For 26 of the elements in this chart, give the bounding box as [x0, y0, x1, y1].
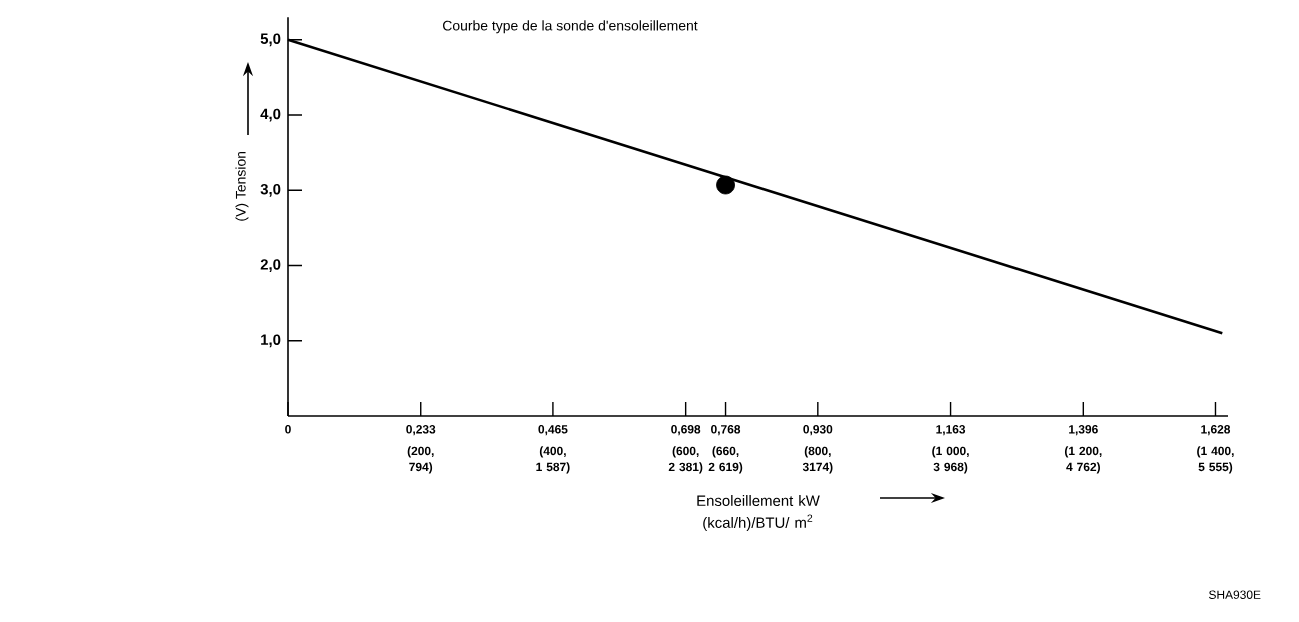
x-tick-label: 0 — [285, 425, 291, 434]
y-tick-label: 5,0 — [260, 33, 281, 47]
text: (600, 2 381) — [668, 446, 703, 474]
text: (1 400, 5 555) — [1197, 446, 1234, 474]
x-tick-label: 0,930 — [803, 425, 833, 436]
text: (1 000, 3 968) — [932, 446, 969, 474]
x-tick-label: 1,163 — [936, 425, 966, 436]
x-tick-label: 0,768 — [711, 425, 741, 436]
text: (400, 1 587) — [536, 446, 570, 474]
y-tick-label: 4,0 — [260, 108, 281, 122]
text: (200, 794) — [407, 446, 434, 474]
text: (660, 2 619) — [708, 446, 743, 474]
text: (1 200, 4 762) — [1064, 446, 1102, 474]
x-tick-label: 0,465 — [538, 425, 568, 436]
x-axis-title: Ensoleillement kW (kcal/h)/BTU/ m$^{2}$ — [697, 495, 820, 531]
x-tick-label: 1,628 — [1201, 425, 1231, 436]
y-axis-title: (V) Tension — [235, 151, 249, 221]
y-tick-label: 3,0 — [260, 183, 281, 197]
x-tick-label: 0,233 — [406, 425, 436, 436]
text: SHA930E — [1209, 590, 1261, 599]
chart-title: Courbe type de la sonde d'ensoleillement — [443, 20, 698, 34]
x-tick-label: 0,698 — [671, 425, 701, 436]
text: (800, 3174) — [802, 446, 833, 474]
y-tick-label: 1,0 — [261, 334, 281, 348]
x-tick-label: 1,396 — [1069, 425, 1098, 436]
y-tick-label: 2,0 — [260, 259, 281, 272]
